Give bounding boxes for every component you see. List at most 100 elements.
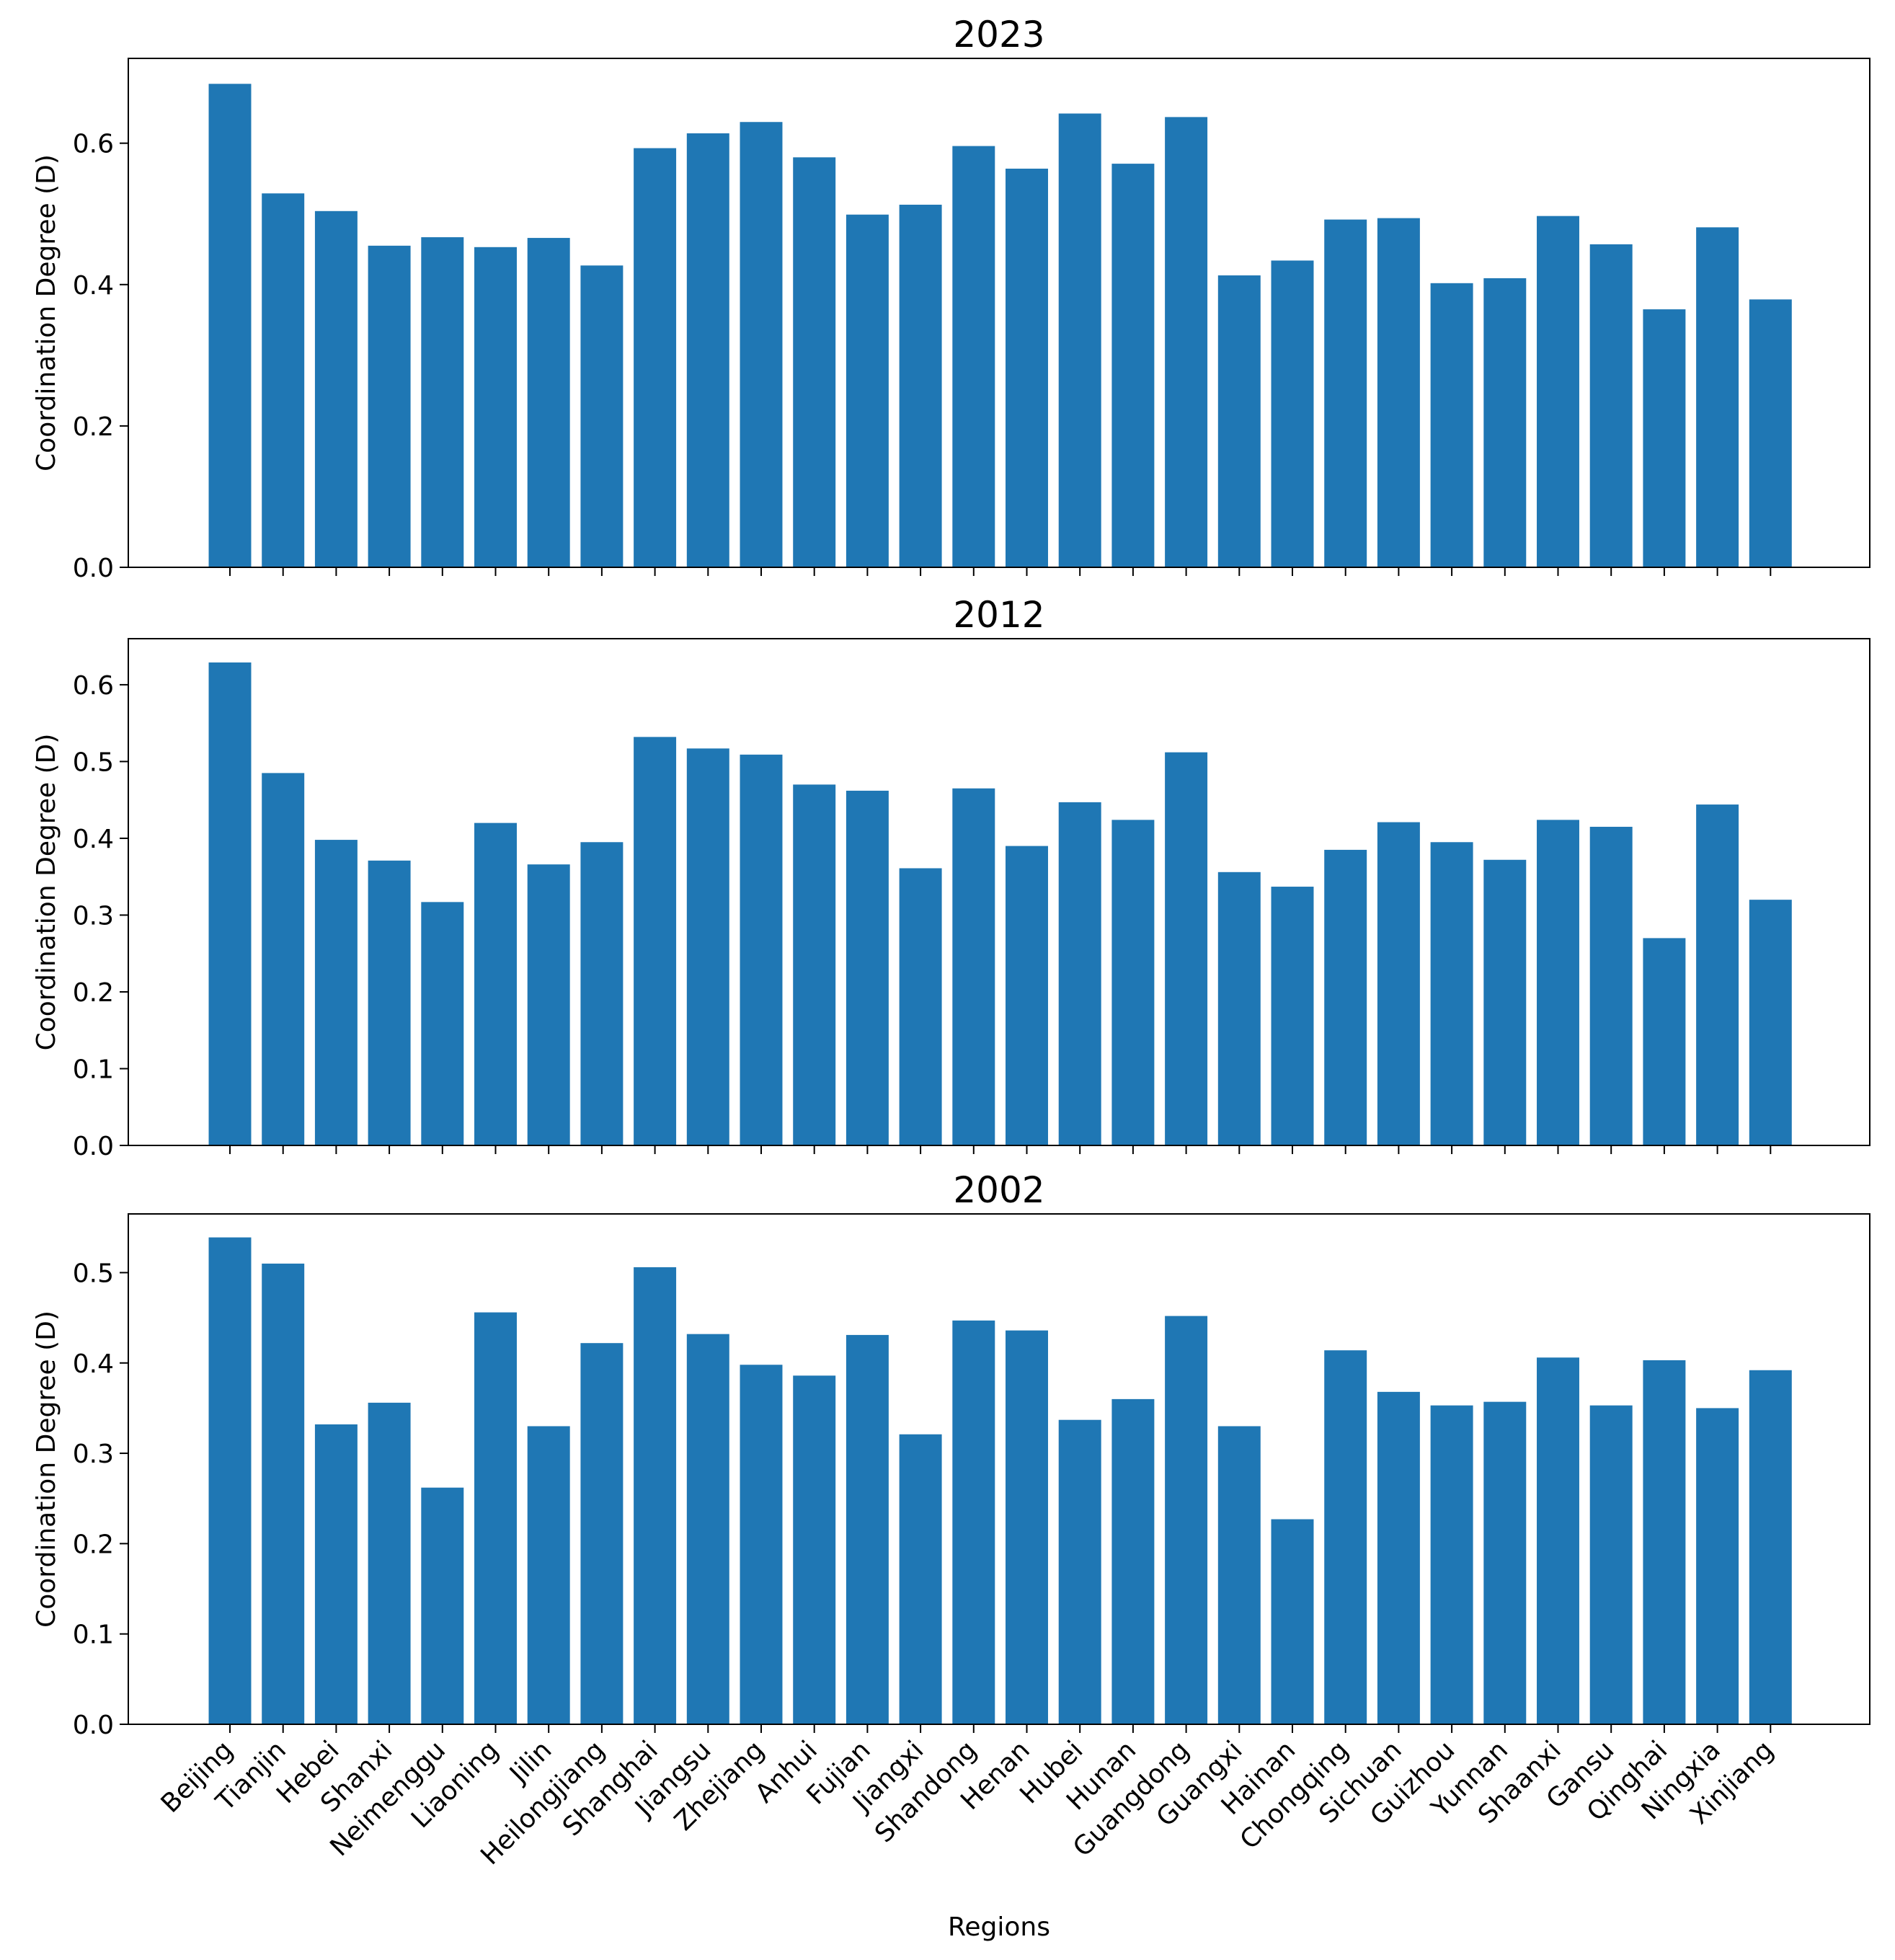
y-axis-label: Coordination Degree (D) <box>32 154 61 471</box>
bar <box>793 1375 836 1724</box>
bar <box>1643 938 1686 1145</box>
bar <box>1537 1357 1579 1724</box>
bar <box>1430 842 1473 1145</box>
y-tick-label: 0.1 <box>73 1055 114 1084</box>
bar <box>686 1334 729 1724</box>
bar <box>1537 820 1579 1145</box>
bar <box>1111 820 1155 1145</box>
y-tick-label: 0.6 <box>73 671 114 701</box>
y-axis-label: Coordination Degree (D) <box>32 734 61 1051</box>
bar <box>421 902 464 1145</box>
bar <box>527 864 570 1145</box>
y-tick-label: 0.4 <box>73 1349 114 1379</box>
bar <box>1058 113 1101 567</box>
bar <box>314 840 358 1145</box>
y-tick-label: 0.2 <box>73 412 114 442</box>
y-tick-label: 0.6 <box>73 130 114 159</box>
bar <box>952 146 995 568</box>
bar <box>368 860 411 1145</box>
bar <box>1377 822 1420 1145</box>
bar <box>1217 275 1261 567</box>
bar <box>314 210 358 567</box>
bar <box>1217 872 1261 1145</box>
bar <box>899 204 942 567</box>
bar <box>368 1402 411 1724</box>
chart-title: 2023 <box>953 14 1044 56</box>
y-tick-label: 0.5 <box>73 1259 114 1288</box>
bar <box>1696 1408 1739 1724</box>
bar <box>262 193 305 567</box>
bar <box>1749 1370 1792 1724</box>
bar <box>1271 1519 1314 1724</box>
bar <box>1589 1405 1633 1724</box>
bar <box>846 1334 889 1724</box>
bar <box>846 790 889 1145</box>
bar <box>740 754 783 1145</box>
y-tick-label: 0.0 <box>73 554 114 583</box>
chart-title: 2012 <box>953 594 1044 636</box>
bar <box>634 148 677 568</box>
bar <box>1058 1419 1101 1724</box>
bar <box>740 122 783 567</box>
bar <box>421 1487 464 1724</box>
bar <box>899 868 942 1145</box>
bar <box>740 1365 783 1724</box>
bar <box>1430 1405 1473 1724</box>
bar <box>1271 887 1314 1145</box>
y-tick-label: 0.3 <box>73 901 114 931</box>
bar <box>1749 900 1792 1145</box>
y-tick-label: 0.2 <box>73 978 114 1008</box>
bar <box>1165 752 1208 1145</box>
y-tick-label: 0.0 <box>73 1132 114 1161</box>
chart-title: 2002 <box>953 1169 1044 1211</box>
bar <box>846 214 889 567</box>
bar <box>580 842 623 1145</box>
bar <box>952 1320 995 1724</box>
bar <box>527 1426 570 1724</box>
plot-frame <box>128 58 1870 568</box>
bar <box>314 1424 358 1724</box>
y-tick-label: 0.3 <box>73 1440 114 1469</box>
bar <box>208 84 252 568</box>
bar <box>1165 117 1208 567</box>
bar <box>580 1343 623 1724</box>
bar <box>1430 283 1473 567</box>
bar <box>1377 218 1420 567</box>
y-tick-label: 0.1 <box>73 1620 114 1650</box>
x-axis-label: Regions <box>948 1912 1050 1942</box>
y-axis-label: Coordination Degree (D) <box>32 1311 61 1628</box>
bar <box>793 784 836 1145</box>
bar <box>952 788 995 1145</box>
bar <box>1643 309 1686 567</box>
y-tick-label: 0.5 <box>73 748 114 777</box>
bar <box>1749 299 1792 567</box>
bar <box>1006 1330 1048 1724</box>
bar <box>527 238 570 567</box>
y-tick-label: 0.2 <box>73 1530 114 1559</box>
bar <box>1111 164 1155 567</box>
bar <box>1006 168 1048 567</box>
bar <box>1483 1401 1527 1724</box>
bar <box>1483 859 1527 1145</box>
bar <box>208 662 252 1145</box>
bar <box>474 247 517 567</box>
y-tick-label: 0.4 <box>73 271 114 301</box>
plot-frame <box>128 638 1870 1146</box>
bar <box>421 237 464 567</box>
y-tick-label: 0.4 <box>73 825 114 854</box>
bar <box>1006 846 1048 1145</box>
bar <box>1643 1360 1686 1724</box>
bar <box>580 265 623 567</box>
bar <box>262 1263 305 1724</box>
y-tick-label: 0.0 <box>73 1711 114 1740</box>
bar <box>208 1237 252 1724</box>
bar <box>474 1312 517 1724</box>
bar <box>1058 802 1101 1145</box>
bar <box>1377 1391 1420 1724</box>
bar <box>368 245 411 567</box>
bar <box>1217 1426 1261 1724</box>
bar <box>1483 278 1527 567</box>
bar <box>686 748 729 1145</box>
bar <box>1165 1316 1208 1724</box>
bar <box>1271 260 1314 567</box>
